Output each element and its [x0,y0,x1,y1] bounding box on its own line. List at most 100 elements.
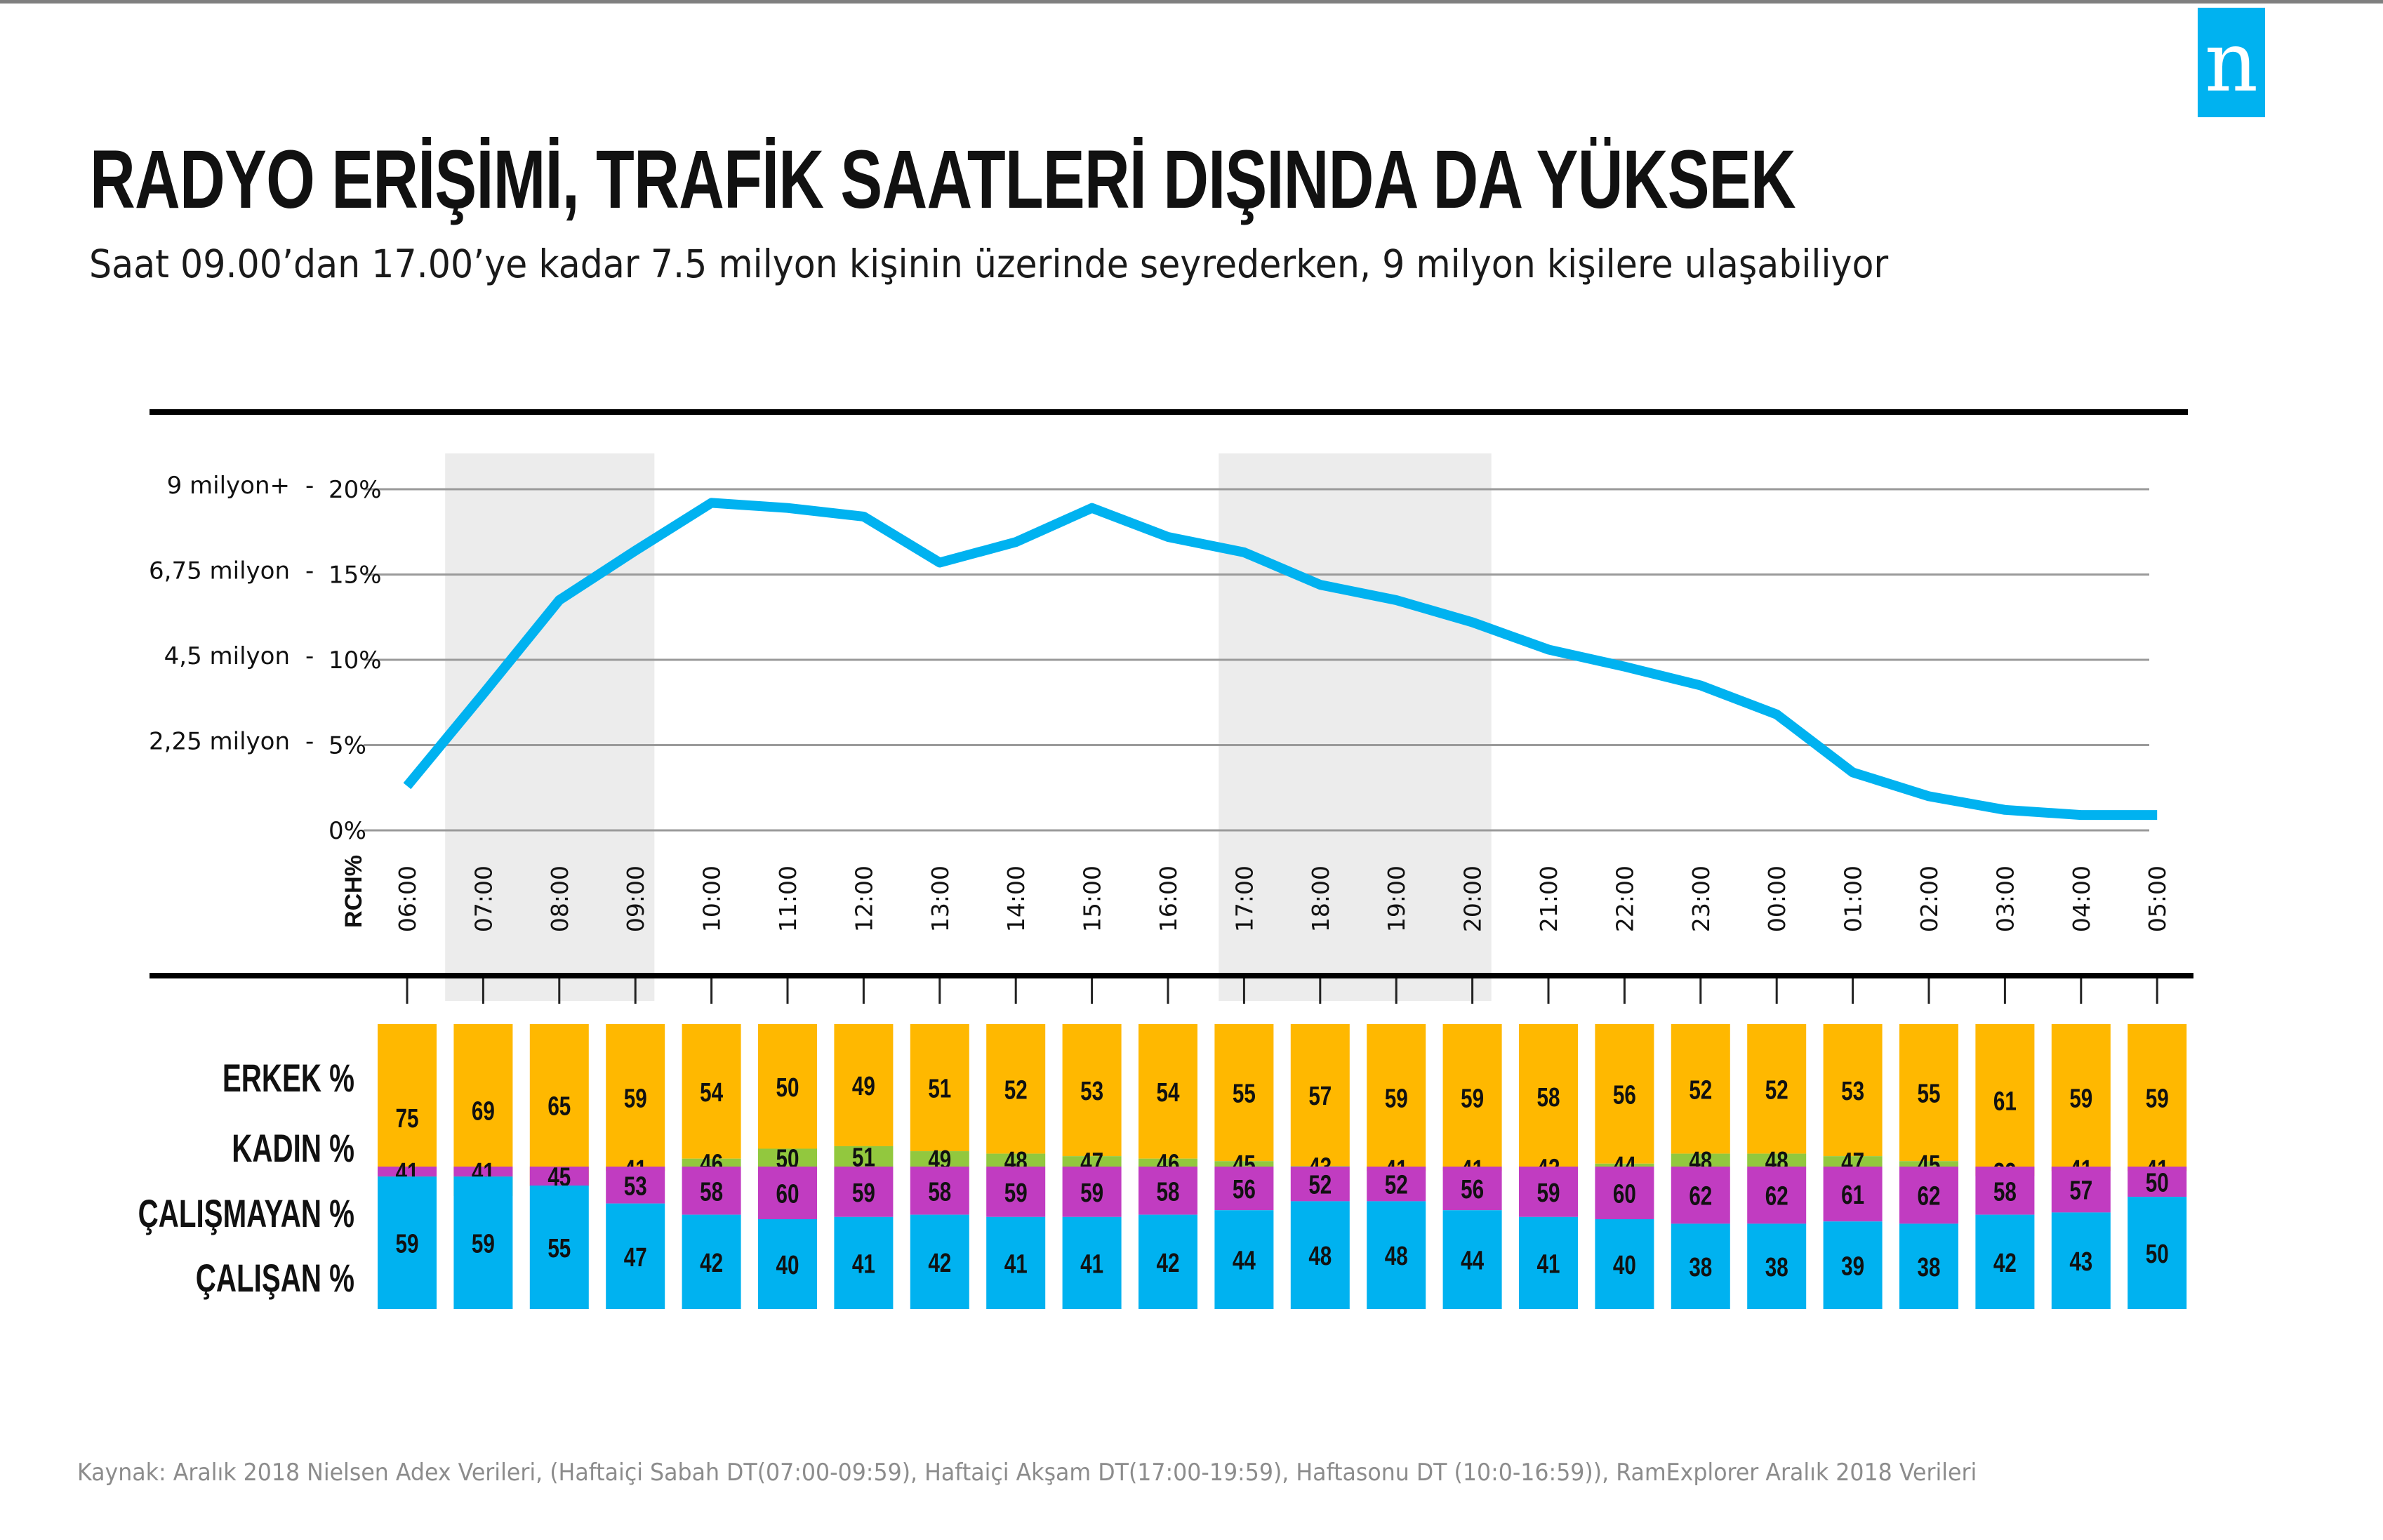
erkek-segment [1062,1024,1122,1157]
erkek-value: 50 [776,1073,799,1102]
page-subtitle: Saat 09.00’dan 17.00’ye kadar 7.5 milyon… [89,241,1889,286]
kadin-segment [1671,1153,1730,1167]
erkek-segment [1975,1024,2035,1176]
calisan-value: 50 [2146,1240,2169,1269]
erkek-value: 56 [1613,1080,1636,1110]
calismayan-segment [1595,1167,1654,1219]
erkek-value: 53 [1841,1077,1864,1106]
erkek-segment [758,1024,817,1149]
erkek-segment [1671,1024,1730,1154]
y-people-label: 4,5 milyon [164,642,290,670]
erkek-segment [1442,1024,1502,1171]
page-title: RADYO ERİŞİMİ, TRAFİK SAATLERİ DIŞINDA D… [90,133,1796,226]
calismayan-segment [758,1167,817,1219]
calisan-value: 59 [472,1229,495,1259]
erkek-value: 55 [1918,1079,1941,1108]
calisan-segment [1747,1223,1807,1309]
x-tick-label: 22:00 [1611,865,1638,932]
x-tick-label: 01:00 [1840,865,1867,932]
calisan-segment [1595,1219,1654,1309]
calisan-value: 43 [2069,1247,2092,1277]
shaded-band-2 [1219,453,1492,1001]
calisan-value: 41 [1537,1249,1560,1279]
calisan-segment [1062,1216,1122,1309]
x-tick-label: 05:00 [2144,865,2171,932]
calisan-segment [1519,1216,1578,1309]
x-tick-label: 21:00 [1535,865,1562,932]
erkek-segment [606,1024,665,1171]
calismayan-value: 58 [1993,1177,2017,1207]
erkek-segment [1747,1024,1807,1154]
calismayan-segment [1899,1167,1958,1224]
erkek-value: 53 [1080,1077,1103,1106]
x-tick-label: 20:00 [1459,865,1487,932]
erkek-value: 54 [700,1077,723,1107]
calismayan-segment [2128,1167,2187,1197]
y-axis-title: RCH% [340,855,367,928]
calismayan-value: 59 [1080,1178,1103,1207]
calismayan-value: 53 [624,1171,647,1201]
calisan-value: 38 [1689,1253,1712,1282]
calismayan-segment [1139,1167,1197,1215]
x-tick-label: 16:00 [1155,865,1182,932]
kadin-segment [1139,1158,1197,1167]
kadin-segment [834,1146,894,1167]
calismayan-segment [1290,1167,1350,1202]
calisan-segment [1899,1223,1958,1309]
x-tick-label: 08:00 [546,865,573,932]
calisan-value: 42 [700,1248,723,1277]
calisan-segment [529,1186,589,1309]
kadin-segment [1290,1166,1350,1167]
erkek-value: 65 [547,1091,571,1121]
x-tick-label: 23:00 [1687,865,1715,932]
x-tick-label: 04:00 [2068,865,2095,932]
row-label-calisan: ÇALIŞAN % [196,1257,354,1301]
calisan-segment [1214,1210,1274,1309]
calismayan-value: 57 [2069,1176,2092,1205]
row-label-calismayan: ÇALIŞMAYAN % [138,1193,354,1236]
calismayan-value: 50 [2146,1168,2169,1197]
calismayan-value: 58 [928,1177,951,1207]
x-tick-label: 15:00 [1079,865,1106,932]
calismayan-segment [378,1167,437,1177]
x-tick-label: 17:00 [1230,865,1258,932]
calisan-value: 38 [1765,1253,1788,1282]
y-tick-label: 10% [328,646,382,675]
calisan-value: 44 [1461,1246,1484,1275]
calisan-segment [453,1176,513,1309]
kadin-segment [682,1158,741,1167]
calismayan-value: 58 [1157,1177,1180,1207]
rule-top [150,409,2188,415]
calisan-value: 59 [396,1229,419,1259]
shaded-band-1 [445,453,655,1001]
calisan-value: 41 [1080,1249,1103,1279]
erkek-value: 61 [1993,1087,2017,1116]
y-tick-dash: - [305,728,314,756]
erkek-segment [1214,1024,1274,1162]
calismayan-segment [1823,1167,1883,1222]
row-label-erkek: ERKEK % [223,1057,354,1101]
y-tick-dash: - [305,472,314,500]
x-tick-label: 18:00 [1307,865,1334,932]
calisan-segment [1139,1214,1197,1309]
kadin-segment [910,1151,969,1167]
calisan-segment [682,1214,741,1309]
y-tick-dash: - [305,642,314,670]
y-people-label: 6,75 milyon [149,557,290,585]
calisan-value: 42 [1157,1248,1180,1277]
calismayan-segment [1062,1167,1122,1217]
erkek-segment [1519,1024,1578,1169]
calismayan-segment [453,1167,513,1177]
nielsen-logo: n [2198,8,2265,117]
top-rule [0,0,2383,4]
y-people-label: 2,25 milyon [149,728,290,756]
calismayan-segment [910,1167,969,1215]
calismayan-value: 58 [700,1177,723,1207]
calismayan-segment [834,1167,894,1217]
calisan-segment [834,1216,894,1309]
erkek-segment [2128,1024,2187,1171]
x-tick-label: 19:00 [1383,865,1410,932]
calismayan-segment [529,1167,589,1186]
kadin-segment [1747,1153,1807,1167]
erkek-segment [2051,1024,2111,1171]
